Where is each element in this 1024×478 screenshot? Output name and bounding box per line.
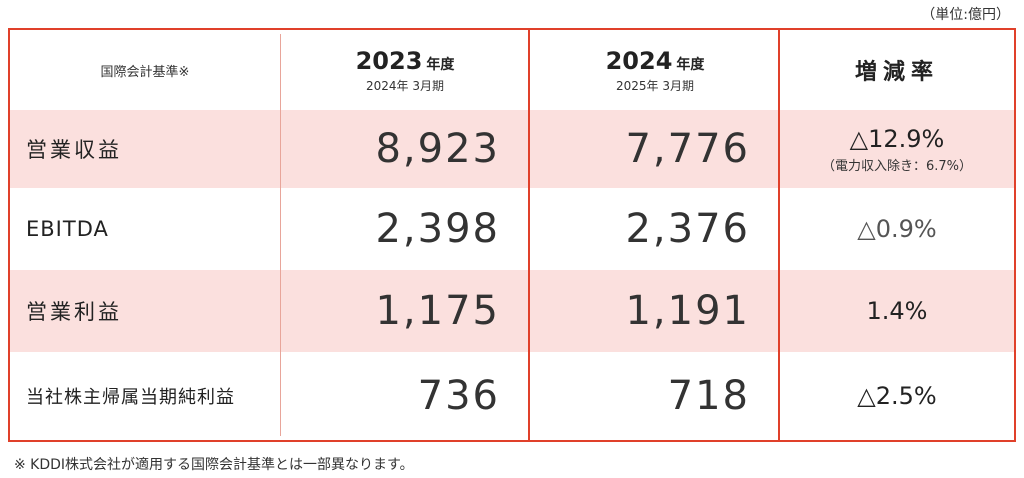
operating-profit-change: 1.4% <box>866 297 928 325</box>
header-change-rate: 増減率 <box>854 60 939 85</box>
unit-label: （単位:億円） <box>921 7 1010 23</box>
revenue-change: △12.9% <box>849 124 945 153</box>
financial-table: 国際会計基準※ 2023 年度 2024年 3月期 2024 年度 2025年 3月… <box>8 28 1016 442</box>
net-profit-2024: 718 <box>667 373 750 419</box>
table-row: 営業利益 1,175 1,191 1.4% <box>10 270 1014 352</box>
fy2023-period: 2024年 3月期 <box>366 78 444 93</box>
fy2023-year: 2023 <box>355 46 423 75</box>
fy2024-suffix: 年度 <box>676 56 705 73</box>
net-profit-2023: 736 <box>417 373 500 419</box>
ebitda-2024: 2,376 <box>625 206 750 252</box>
divider-fy2024-left <box>528 30 530 440</box>
table-row: 当社株主帰属当期純利益 736 718 △2.5% <box>10 352 1014 440</box>
revenue-change-note: （電力収入除き：6.7%） <box>821 158 973 174</box>
fy2024-period: 2025年 3月期 <box>616 78 694 93</box>
table-row: 営業収益 8,923 7,776 △12.9% （電力収入除き：6.7%） <box>10 110 1014 188</box>
revenue-2023: 8,923 <box>375 126 500 172</box>
net-profit-change: △2.5% <box>857 382 937 410</box>
header-standard: 国際会計基準※ <box>100 64 190 80</box>
row-label-operating-profit: 営業利益 <box>26 300 122 324</box>
header-fy2024: 2024 年度 2025年 3月期 <box>530 30 780 110</box>
operating-profit-2023: 1,175 <box>375 288 500 334</box>
row-label-revenue: 営業収益 <box>26 138 122 162</box>
ebitda-2023: 2,398 <box>375 206 500 252</box>
row-label-ebitda: EBITDA <box>26 217 109 241</box>
fy2024-year: 2024 <box>605 46 673 75</box>
divider-fy2024-right <box>778 30 780 440</box>
header-fy2023: 2023 年度 2024年 3月期 <box>280 30 530 110</box>
ebitda-change: △0.9% <box>857 215 937 243</box>
row-label-net-profit: 当社株主帰属当期純利益 <box>26 387 235 408</box>
table-row: EBITDA 2,398 2,376 △0.9% <box>10 188 1014 270</box>
header-row: 国際会計基準※ 2023 年度 2024年 3月期 2024 年度 2025年 3月… <box>10 30 1014 110</box>
revenue-2024: 7,776 <box>625 126 750 172</box>
fy2023-suffix: 年度 <box>426 56 455 73</box>
divider-label-col <box>280 34 281 436</box>
footnote: ※ KDDI株式会社が適用する国際会計基準とは一部異なります。 <box>14 457 414 473</box>
operating-profit-2024: 1,191 <box>625 288 750 334</box>
